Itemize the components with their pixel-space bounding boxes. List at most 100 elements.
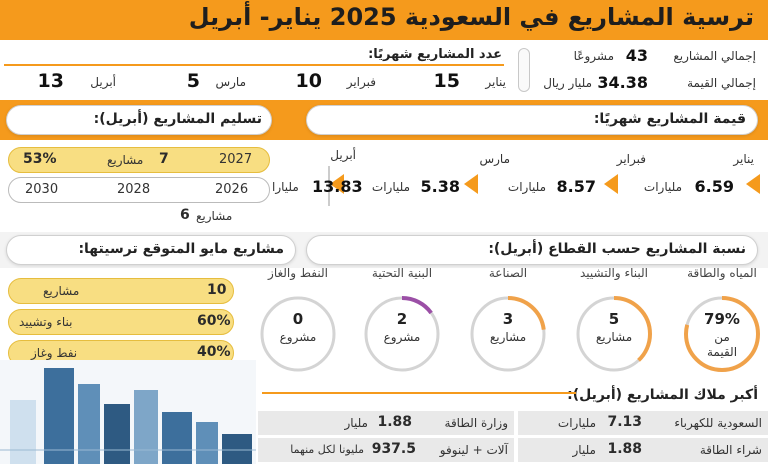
value-jan-amount: 6.59 xyxy=(694,177,734,196)
value-feb-unit: مليارات xyxy=(507,180,546,194)
may-row1-value: 10 xyxy=(207,282,227,298)
value-jan-unit: مليارات xyxy=(643,180,682,194)
sector-value: 5 xyxy=(608,310,620,328)
sector-name: النفط والغاز xyxy=(268,266,328,280)
delivery-heading: تسليم المشاريع (أبريل): xyxy=(93,111,262,127)
owners-rule xyxy=(262,392,576,394)
divider-capsule xyxy=(518,48,530,92)
delivery-heading-pill xyxy=(6,105,272,135)
owner-row2-unit: مليار xyxy=(344,416,368,430)
sector-ring-arc xyxy=(470,296,546,372)
month-feb-count: 10 xyxy=(295,70,322,92)
delivery-row2-year-c: 2030 xyxy=(25,182,59,197)
delivery-row-1: 2027 7 مشاريع 53% xyxy=(8,147,270,173)
sector-ring-labels: المياه والطاقة 79% من القيمة البناء والتشييد… xyxy=(240,266,768,388)
value-feb-month: فبراير xyxy=(616,152,646,166)
value-apr-amount: 13.83 xyxy=(312,177,363,196)
owner-row2-value: 1.88 xyxy=(377,414,412,430)
value-apr-marker xyxy=(330,174,344,194)
may-row-2: 60% بناء وتشييد xyxy=(8,309,234,335)
sector-unit: مشاريع xyxy=(489,330,527,344)
page-title: ترسية المشاريع في السعودية 2025 يناير- أ… xyxy=(188,3,754,31)
owner-row-4: آلات + لينوفو 937.5 مليونا لكل منهما xyxy=(258,438,514,462)
sector-ring-arc xyxy=(364,296,440,372)
owners-heading: أكبر ملاك المشاريع (أبريل): xyxy=(567,387,758,403)
value-feb-marker xyxy=(604,174,618,194)
monthly-count-heading: عدد المشاريع شهريًا: xyxy=(368,47,502,62)
delivery-row3-unit: مشاريع xyxy=(196,209,233,223)
delivery-row2-year-b: 2028 xyxy=(117,182,151,197)
sector-ring-arc xyxy=(684,296,760,372)
month-apr-label: أبريل xyxy=(90,75,116,89)
may-row-1: 10 مشاريع xyxy=(8,278,234,304)
sector-unit-2: القيمة xyxy=(706,345,738,359)
sector-unit: مشروع xyxy=(383,330,421,344)
delivery-row3-count: 6 xyxy=(180,207,190,223)
delivery-row1-count: 7 xyxy=(159,151,169,167)
sector-unit: مشاريع xyxy=(595,330,633,344)
value-mar-unit: مليارات xyxy=(371,180,410,194)
total-projects-label: إجمالي المشاريع xyxy=(673,49,756,63)
delivery-row1-pct: 53% xyxy=(23,151,57,167)
monthly-count-row: يناير 15 فبراير 10 مارس 5 أبريل 13 xyxy=(16,70,506,94)
owner-row2-name: وزارة الطاقة xyxy=(444,416,508,430)
may-row2-value: 60% xyxy=(197,313,231,329)
may-heading-text: مشاريع مايو المتوقع ترسيتها: xyxy=(78,241,284,257)
value-apr-month: أبريل xyxy=(330,148,356,162)
month-feb-label: فبراير xyxy=(346,75,376,89)
owner-row4-value: 937.5 xyxy=(371,441,416,457)
may-row1-label: مشاريع xyxy=(43,284,80,298)
total-value-label: إجمالي القيمة xyxy=(687,76,756,90)
sector-value: 3 xyxy=(502,310,514,328)
may-row3-label: نفط وغاز xyxy=(31,346,78,360)
value-apr-divider xyxy=(328,166,330,206)
owner-row1-unit: مليارات xyxy=(557,416,596,430)
owner-row1-name: السعودية للكهرباء xyxy=(674,416,762,430)
title-bar xyxy=(0,0,768,40)
sector-name: البنية التحتية xyxy=(371,266,433,280)
monthly-value-panel: يناير 6.59 مليارات فبراير 8.57 مليارات م… xyxy=(290,144,764,228)
monthly-value-heading: قيمة المشاريع شهريًا: xyxy=(593,111,746,127)
may-row3-value: 40% xyxy=(197,344,231,360)
value-jan-marker xyxy=(746,174,760,194)
owner-row4-unit: مليونا لكل منهما xyxy=(290,443,364,456)
month-mar-count: 5 xyxy=(186,70,200,92)
value-jan-month: يناير xyxy=(733,152,754,166)
delivery-row1-year: 2027 xyxy=(219,152,253,167)
sector-unit: مشروع xyxy=(279,330,317,344)
sector-heading: نسبة المشاريع حسب القطاع (أبريل): xyxy=(488,241,746,257)
owner-row3-value: 1.88 xyxy=(607,441,642,457)
month-mar-label: مارس xyxy=(215,75,246,89)
month-apr-count: 13 xyxy=(37,70,64,92)
total-projects-value: 43 xyxy=(625,46,648,65)
sector-ring-arc xyxy=(576,296,652,372)
monthly-value-heading-pill xyxy=(306,105,758,135)
owner-row-2: وزارة الطاقة 1.88 مليار xyxy=(258,411,514,435)
value-mar-marker xyxy=(464,174,478,194)
may-row2-label: بناء وتشييد xyxy=(19,315,73,329)
delivery-row-2: 2026 2028 2030 xyxy=(8,177,270,203)
value-mar-amount: 5.38 xyxy=(420,177,460,196)
sector-value: 0 xyxy=(292,310,304,328)
sector-value: 79% xyxy=(704,310,740,328)
value-mar-month: مارس xyxy=(479,152,510,166)
monthly-count-rule xyxy=(4,48,504,66)
sector-heading-pill xyxy=(306,235,758,265)
value-apr-unit: مليارا xyxy=(272,180,299,194)
may-heading-pill xyxy=(6,235,296,265)
total-projects-unit: مشروعًا xyxy=(573,49,614,63)
value-feb-amount: 8.57 xyxy=(556,177,596,196)
month-jan-count: 15 xyxy=(433,70,460,92)
sector-ring-track xyxy=(260,296,336,372)
owner-row4-name: آلات + لينوفو xyxy=(439,443,508,457)
total-value-value: 34.38 xyxy=(597,73,648,92)
delivery-row1-unit: مشاريع xyxy=(107,153,144,167)
sector-name: الصناعة xyxy=(488,266,528,280)
sector-name: المياه والطاقة xyxy=(687,266,757,280)
owner-row1-value: 7.13 xyxy=(607,414,642,430)
month-jan-label: يناير xyxy=(485,75,506,89)
sector-rings-svg xyxy=(260,296,760,372)
sector-unit: من xyxy=(714,330,730,344)
owner-row3-unit: مليار xyxy=(572,443,596,457)
sector-name: البناء والتشييد xyxy=(580,266,648,280)
